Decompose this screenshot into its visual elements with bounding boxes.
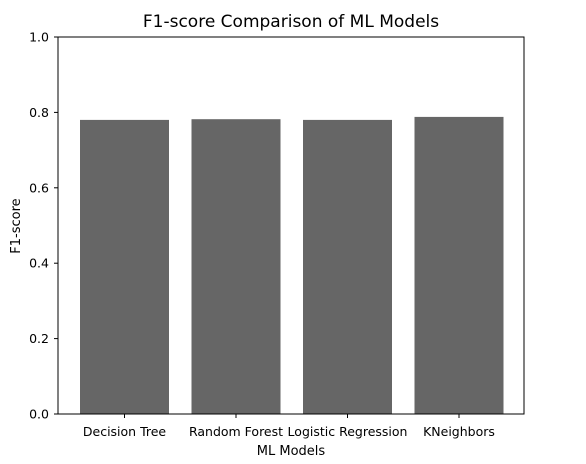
bar-kneighbors — [414, 116, 504, 415]
y-axis: 0.0 0.2 0.4 0.6 0.8 1.0 — [29, 30, 58, 422]
plot-area-frame — [57, 36, 525, 415]
y-tick-label: 0.6 — [29, 180, 49, 195]
bar-logistic-regression — [303, 119, 392, 415]
chart-title: F1-score Comparison of ML Models — [143, 12, 439, 32]
bar-decision-tree — [80, 119, 169, 415]
y-tick-label: 0.8 — [29, 105, 49, 120]
y-tick-label: 0.4 — [29, 256, 49, 271]
x-tick-label: Random Forest — [189, 424, 283, 439]
y-tick-label: 0.2 — [29, 331, 49, 346]
x-axis-label: ML Models — [257, 444, 326, 459]
x-tick-label: Logistic Regression — [288, 424, 408, 439]
y-tick-label: 1.0 — [29, 30, 49, 45]
y-tick-label: 0.0 — [29, 407, 49, 422]
x-tick-label: KNeighbors — [423, 424, 495, 439]
y-axis-label: F1-score — [9, 198, 24, 253]
x-axis: Decision Tree Random Forest Logistic Regre… — [83, 414, 495, 439]
bars-layer — [80, 116, 504, 415]
bar-random-forest — [191, 119, 281, 414]
x-tick-label: Decision Tree — [83, 424, 167, 439]
